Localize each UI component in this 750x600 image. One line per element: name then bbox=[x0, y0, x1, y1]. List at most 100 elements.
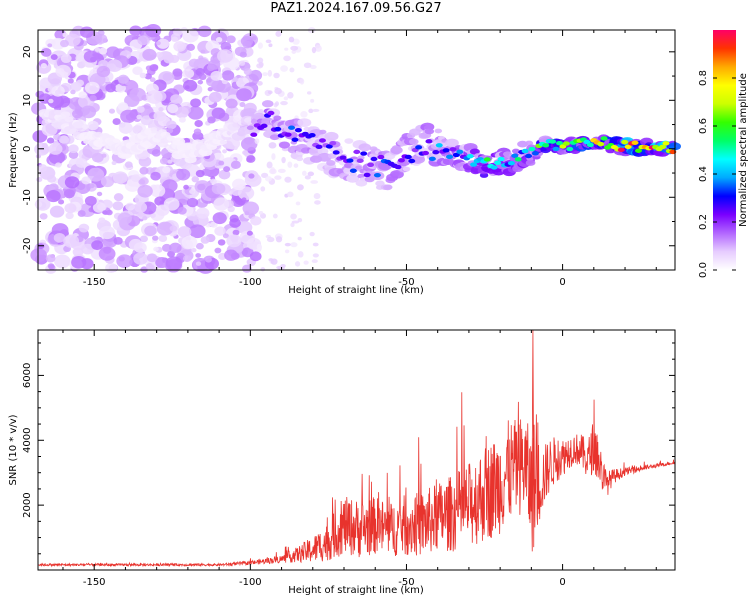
heatmap-cell bbox=[525, 140, 534, 146]
heatmap-cell bbox=[117, 212, 132, 225]
heatmap-cell bbox=[256, 63, 264, 69]
heatmap-cell bbox=[150, 184, 166, 198]
heatmap-cell bbox=[144, 225, 157, 236]
heatmap-cell bbox=[138, 179, 146, 185]
heatmap-cell bbox=[287, 92, 293, 99]
heatmap-cell bbox=[207, 86, 213, 92]
heatmap-cell bbox=[246, 125, 254, 130]
heatmap-cell bbox=[258, 211, 264, 215]
heatmap-cell bbox=[212, 212, 227, 225]
heatmap-cell bbox=[191, 176, 200, 183]
heatmap-cell bbox=[232, 178, 246, 191]
heatmap-cell bbox=[205, 256, 212, 263]
heatmap-cell bbox=[36, 177, 43, 183]
heatmap-cell bbox=[169, 225, 178, 232]
heatmap-cell bbox=[46, 189, 61, 203]
heatmap-cell bbox=[116, 254, 133, 268]
snr-frame bbox=[37, 329, 676, 571]
heatmap-cell bbox=[113, 193, 124, 202]
heatmap-cell bbox=[267, 110, 275, 116]
spectrogram-heatmap bbox=[30, 23, 681, 274]
heatmap-cell bbox=[156, 221, 174, 236]
spectrogram-x-tick-label: 0 bbox=[559, 277, 565, 288]
heatmap-cell bbox=[424, 128, 435, 135]
heatmap-cell bbox=[248, 69, 263, 82]
heatmap-cell bbox=[291, 137, 299, 142]
heatmap-cell bbox=[269, 168, 277, 175]
heatmap-cell bbox=[100, 176, 115, 188]
snr-x-tick-label: 0 bbox=[559, 577, 565, 588]
heatmap-cell bbox=[292, 38, 300, 45]
heatmap-cell bbox=[64, 176, 80, 189]
heatmap-cell bbox=[216, 80, 231, 93]
heatmap-cell bbox=[367, 162, 375, 167]
snr-plot-area bbox=[38, 330, 675, 570]
heatmap-cell bbox=[165, 256, 183, 271]
colorbar-tick-label: 0.4 bbox=[698, 166, 709, 182]
spectrogram-y-tick-label: -20 bbox=[22, 238, 33, 254]
snr-y-tick-label: 4000 bbox=[22, 428, 33, 453]
snr-y-tick-label: 2000 bbox=[22, 492, 33, 517]
heatmap-cell bbox=[277, 168, 286, 174]
heatmap-cell bbox=[96, 65, 111, 78]
heatmap-cell bbox=[107, 59, 123, 73]
heatmap-cell bbox=[71, 255, 87, 269]
heatmap-cell bbox=[179, 116, 186, 123]
heatmap-cell bbox=[449, 147, 457, 152]
heatmap-cell bbox=[98, 217, 106, 224]
heatmap-cell bbox=[521, 148, 529, 154]
heatmap-cell bbox=[87, 120, 99, 131]
heatmap-cell bbox=[98, 246, 116, 261]
heatmap-cell bbox=[325, 144, 333, 149]
heatmap-cell bbox=[318, 138, 326, 143]
heatmap-cell bbox=[284, 132, 292, 137]
heatmap-cell bbox=[229, 218, 241, 228]
heatmap-cell bbox=[221, 70, 235, 81]
heatmap-cell bbox=[181, 235, 198, 249]
heatmap-cell bbox=[139, 235, 149, 243]
heatmap-cell bbox=[96, 191, 103, 197]
heatmap-cell bbox=[200, 236, 210, 244]
heatmap-cell bbox=[60, 54, 72, 64]
heatmap-cell bbox=[291, 220, 300, 224]
heatmap-cell bbox=[182, 68, 195, 79]
heatmap-cell bbox=[483, 157, 491, 162]
spectrogram-y-ticks: -20 -10 0 10 20 bbox=[22, 45, 675, 271]
heatmap-cell bbox=[146, 253, 158, 263]
heatmap-cell bbox=[114, 80, 120, 85]
heatmap-cell bbox=[176, 168, 191, 181]
heatmap-cell bbox=[113, 236, 123, 245]
heatmap-cell bbox=[112, 201, 124, 211]
heatmap-cell bbox=[54, 109, 63, 116]
heatmap-cell bbox=[466, 153, 474, 159]
heatmap-cell bbox=[470, 162, 478, 167]
heatmap-cell bbox=[357, 173, 365, 179]
heatmap-cell bbox=[136, 106, 145, 113]
heatmap-cell bbox=[108, 108, 116, 114]
heatmap-cell bbox=[662, 141, 670, 146]
heatmap-cell bbox=[514, 157, 522, 162]
heatmap-cell bbox=[193, 128, 202, 135]
heatmap-cell bbox=[226, 35, 236, 44]
heatmap-cell bbox=[146, 90, 163, 104]
colorbar-tick-label: 0.0 bbox=[698, 262, 709, 278]
heatmap-cell bbox=[241, 264, 252, 273]
colorbar-tick-label: 0.8 bbox=[698, 70, 709, 86]
heatmap-cell bbox=[275, 30, 282, 37]
heatmap-cell bbox=[200, 49, 206, 54]
heatmap-cell bbox=[525, 159, 536, 166]
heatmap-cell bbox=[93, 168, 99, 173]
heatmap-cell bbox=[76, 79, 85, 87]
heatmap-cell bbox=[81, 243, 95, 255]
snr-y-tick-label: 6000 bbox=[22, 363, 33, 388]
heatmap-cell bbox=[162, 166, 171, 174]
heatmap-cell bbox=[503, 151, 512, 157]
heatmap-cell bbox=[284, 47, 289, 51]
heatmap-cell bbox=[70, 89, 76, 95]
heatmap-cell bbox=[469, 148, 480, 155]
heatmap-cell bbox=[260, 123, 268, 129]
heatmap-cell bbox=[208, 91, 222, 103]
heatmap-cell bbox=[390, 170, 404, 179]
heatmap-cell bbox=[222, 149, 227, 154]
heatmap-cell bbox=[624, 144, 632, 150]
